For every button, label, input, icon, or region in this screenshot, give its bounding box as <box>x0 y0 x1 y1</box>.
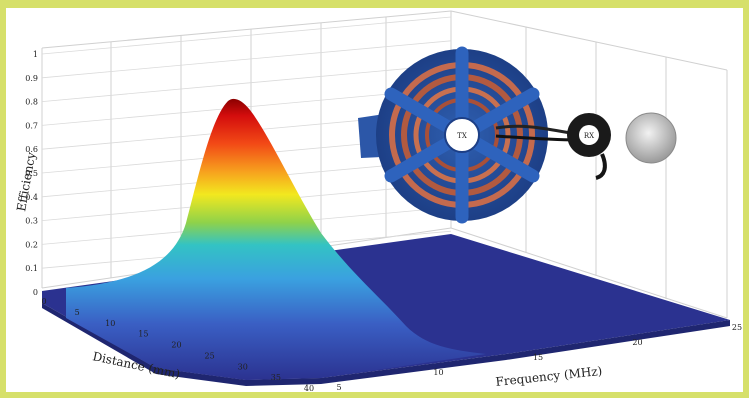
z-tick-label: 0.6 <box>25 145 38 154</box>
z-tick-label: 0.5 <box>25 169 38 178</box>
x-axis-label: Frequency (MHz) <box>495 364 603 389</box>
x-tick-label: 25 <box>732 323 742 332</box>
z-tick-label: 1 <box>33 50 38 59</box>
y-tick-label: 35 <box>271 373 281 382</box>
x-tick-label: 20 <box>632 338 642 347</box>
x-tick-label: 15 <box>533 353 543 362</box>
chart-frame: TX RX 0 0.1 0.2 0.3 0.4 0.5 0.6 0.7 0.8 0.9 1 0 5 10… <box>6 8 743 392</box>
z-tick-label: 0.4 <box>25 193 38 202</box>
z-grid-line <box>41 64 452 102</box>
z-tick-label: 0.9 <box>25 74 38 83</box>
z-axis-label: Efficiency <box>14 151 38 213</box>
y-tick-label: 25 <box>205 351 215 360</box>
x-axis-ticks: 5 10 15 20 25 <box>336 323 742 392</box>
surface-plot: TX RX 0 0.1 0.2 0.3 0.4 0.5 0.6 0.7 0.8 0.9 1 0 5 10… <box>14 10 742 392</box>
z-tick-label: 0.1 <box>25 264 38 273</box>
z-tick-label: 0.3 <box>25 217 38 226</box>
z-grid-line <box>41 16 452 55</box>
z-tick-label: 0.7 <box>25 121 38 130</box>
y-tick-label: 40 <box>304 384 314 392</box>
surface-peak <box>66 98 486 380</box>
coil-inset-photo: TX RX <box>358 46 677 224</box>
y-tick-label: 0 <box>41 297 46 306</box>
y-tick-label: 20 <box>171 341 181 350</box>
z-axis-ticks: 0 0.1 0.2 0.3 0.4 0.5 0.6 0.7 0.8 0.9 1 <box>25 50 38 297</box>
surface-floor-edge <box>42 303 730 386</box>
rx-label: RX <box>584 132 594 140</box>
z-tick-label: 0 <box>33 288 38 297</box>
z-tick-label: 0.2 <box>25 240 38 249</box>
y-tick-label: 15 <box>138 330 148 339</box>
y-tick-label: 10 <box>105 319 115 328</box>
z-grid-line <box>41 40 452 79</box>
x-tick-label: 10 <box>433 368 443 377</box>
y-axis-ticks: 0 5 10 15 20 25 30 35 40 <box>41 297 314 392</box>
tx-label: TX <box>457 132 467 140</box>
y-tick-label: 5 <box>75 308 80 317</box>
x-tick-label: 5 <box>336 383 341 392</box>
z-tick-label: 0.8 <box>25 98 38 107</box>
y-tick-label: 30 <box>238 362 248 371</box>
